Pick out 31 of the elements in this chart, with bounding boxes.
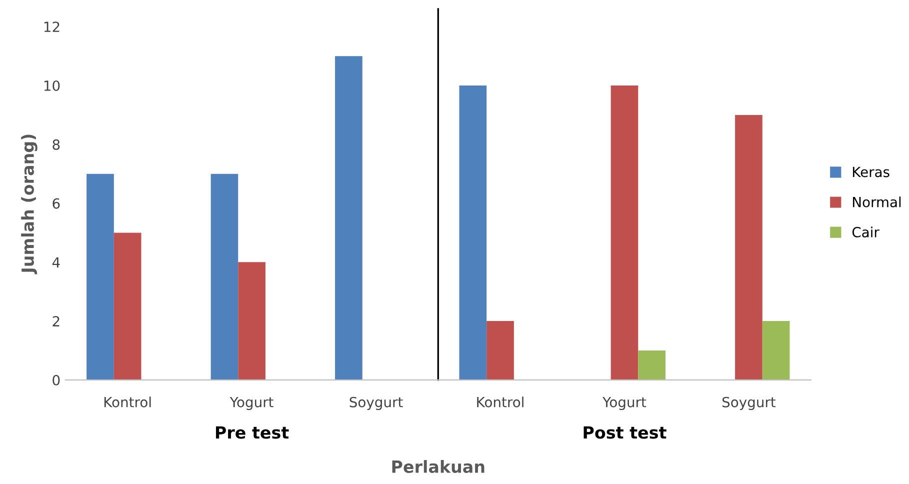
x-tick-label: Kontrol — [477, 396, 524, 408]
y-tick-label: 0 — [52, 374, 60, 386]
y-tick-label: 2 — [52, 316, 60, 326]
y-axis-title: Jumlah (orang) — [21, 134, 38, 274]
bar — [762, 321, 790, 380]
x-tick-label: Yogurt — [602, 397, 646, 410]
bar — [735, 114, 762, 380]
x-tick-label: Soygurt — [350, 396, 403, 410]
bar — [638, 350, 666, 380]
legend-label: Normal — [852, 196, 901, 208]
bar — [86, 174, 114, 380]
y-tick-label: 8 — [52, 139, 60, 150]
bar — [238, 262, 266, 380]
y-tick-label: 10 — [44, 80, 60, 91]
bar — [610, 86, 638, 380]
x-tick-label: Kontrol — [104, 396, 151, 408]
legend-label: Keras — [852, 166, 890, 178]
x-tick-label: Yogurt — [230, 397, 274, 410]
x-axis-title: Perlakuan — [392, 460, 484, 473]
bar — [210, 174, 238, 380]
legend-label: Cair — [852, 226, 880, 238]
bar — [459, 86, 487, 380]
y-tick-label: 6 — [52, 198, 60, 209]
bar — [114, 232, 142, 380]
x-tick-label: Soygurt — [722, 396, 776, 410]
bar — [486, 321, 514, 380]
y-tick-label: 12 — [44, 22, 60, 32]
text: Post test — [584, 426, 666, 439]
y-tick-label: 4 — [52, 257, 60, 268]
bar — [335, 56, 362, 380]
text: Pre test — [216, 426, 289, 439]
